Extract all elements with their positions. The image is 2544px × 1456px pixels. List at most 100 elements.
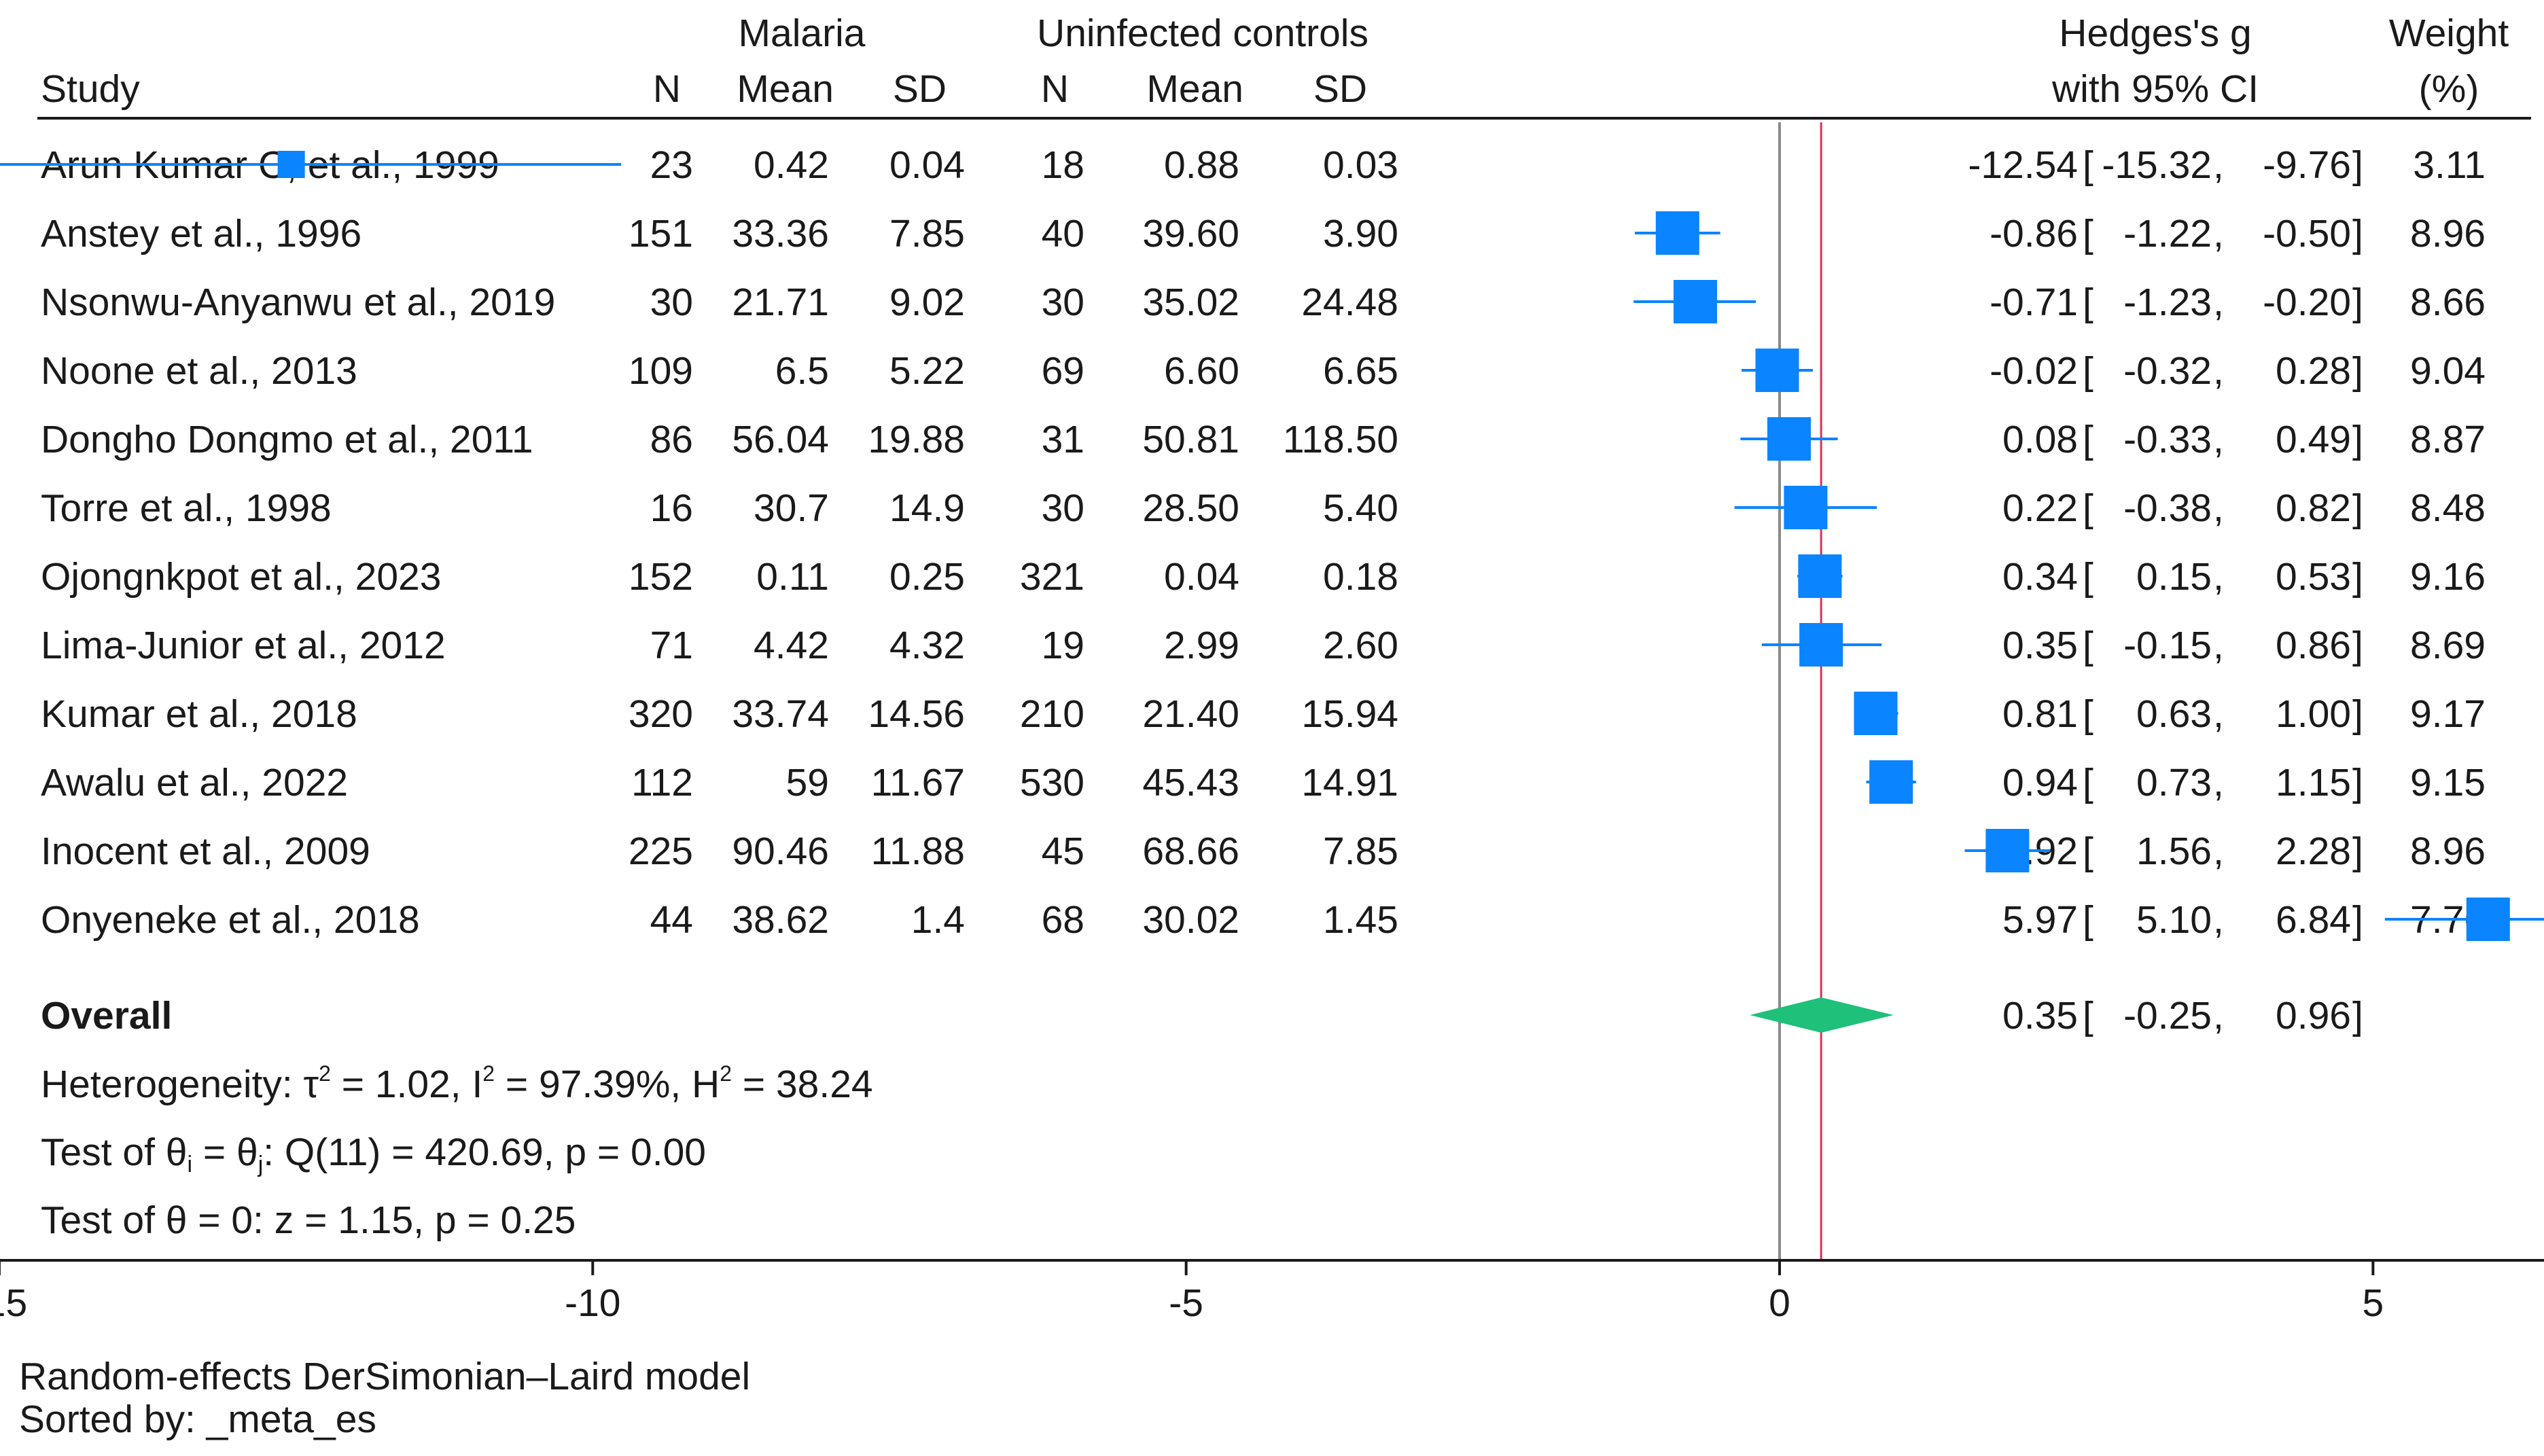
cell-weight: 8.87: [2410, 418, 2486, 461]
ci-punctuation: ,: [2213, 486, 2224, 530]
cell-study: Nsonwu-Anyanwu et al., 2019: [41, 281, 555, 324]
sort-note: Sorted by: _meta_es: [19, 1398, 376, 1441]
ci-punctuation: ]: [2352, 143, 2363, 187]
ci-punctuation: [: [2083, 143, 2094, 187]
cell-g: 0.35: [2002, 624, 2078, 667]
cell-mean2: 45.43: [1142, 761, 1239, 804]
cell-n2: 68: [1042, 898, 1084, 942]
effect-marker: [1784, 486, 1828, 529]
ci-punctuation: ]: [2352, 555, 2363, 599]
cell-n1: 71: [650, 624, 693, 667]
table-row: Torre et al., 1998 16 30.7 14.9 30 28.50 5.40 0…: [41, 486, 2486, 530]
cell-weight: 8.48: [2410, 486, 2486, 530]
cell-lo: 0.15: [2136, 555, 2212, 599]
ci-punctuation: ,: [2213, 624, 2224, 667]
cell-n2: 30: [1042, 281, 1084, 324]
effect-marker: [1798, 554, 1842, 598]
cell-n1: 44: [650, 898, 693, 942]
cell-n1: 23: [650, 143, 693, 187]
cell-study: Lima-Junior et al., 2012: [41, 624, 446, 667]
cell-study: Kumar et al., 2018: [41, 692, 357, 736]
cell-n1: 30: [650, 281, 693, 324]
cell-g: -12.54: [1968, 143, 2078, 187]
cell-mean2: 0.04: [1164, 555, 1239, 599]
cell-mean1: 33.74: [732, 692, 829, 736]
ci-punctuation: [: [2083, 761, 2094, 804]
header-es-line1: Hedges's g: [2059, 12, 2251, 55]
ci-punctuation: [: [2083, 212, 2094, 255]
cell-lo: 0.73: [2136, 761, 2212, 804]
heterogeneity-line: Heterogeneity: τ2 = 1.02, I2 = 97.39%, H…: [41, 1061, 873, 1106]
footnotes: Random-effects DerSimonian–Laird model S…: [19, 1355, 750, 1441]
cell-g: 0.94: [2002, 761, 2078, 804]
cell-sd2: 15.94: [1301, 692, 1398, 736]
cell-study: Ojongnkpot et al., 2023: [41, 555, 441, 599]
cell-sd2: 2.60: [1323, 624, 1398, 667]
table-row: Inocent et al., 2009 225 90.46 11.88 45 68.66…: [41, 830, 2486, 873]
cell-sd2: 1.45: [1323, 898, 1398, 942]
ci-punctuation: ,: [2213, 281, 2224, 324]
cell-n2: 530: [1020, 761, 1084, 804]
ci-punctuation: ]: [2352, 486, 2363, 530]
cell-hi: 6.84: [2276, 898, 2351, 942]
ci-punctuation: [: [2083, 349, 2094, 393]
cell-hi: -9.76: [2263, 143, 2351, 187]
ci-punctuation: [: [2083, 692, 2094, 736]
cell-sd1: 5.22: [889, 349, 965, 393]
overall-bracket-close: ]: [2352, 994, 2363, 1037]
cell-n2: 45: [1042, 830, 1084, 873]
cell-lo: -0.38: [2123, 486, 2212, 530]
x-tick-label: 0: [1769, 1281, 1790, 1325]
x-tick-label: -5: [1169, 1281, 1203, 1325]
ci-punctuation: [: [2083, 281, 2094, 324]
header-sd2: SD: [1313, 67, 1367, 111]
overall-label: Overall: [41, 994, 172, 1037]
ci-punctuation: [: [2083, 830, 2094, 873]
header-es-line2: with 95% CI: [2051, 67, 2259, 111]
effect-marker: [1767, 417, 1811, 461]
cell-g: 0.34: [2002, 555, 2078, 599]
cell-sd1: 9.02: [889, 281, 965, 324]
ci-punctuation: ,: [2213, 555, 2224, 599]
cell-hi: 1.00: [2276, 692, 2351, 736]
header-mean1: Mean: [737, 67, 834, 111]
cell-lo: 0.63: [2136, 692, 2212, 736]
header-n2: N: [1041, 67, 1069, 111]
cell-sd2: 0.18: [1323, 555, 1398, 599]
header-group-controls: Uninfected controls: [1037, 12, 1368, 55]
cell-hi: 0.53: [2276, 555, 2351, 599]
cell-study: Noone et al., 2013: [41, 349, 357, 393]
ci-punctuation: ]: [2352, 830, 2363, 873]
cell-hi: 0.28: [2276, 349, 2351, 393]
overall-g: 0.35: [2002, 994, 2078, 1037]
cell-mean2: 50.81: [1142, 418, 1239, 461]
cell-hi: 0.49: [2276, 418, 2351, 461]
cell-weight: 9.04: [2410, 349, 2486, 393]
cell-sd1: 1.4: [911, 898, 965, 942]
overall-bracket-open: [: [2083, 994, 2094, 1037]
cell-sd2: 14.91: [1301, 761, 1398, 804]
table-row: Awalu et al., 2022 112 59 11.67 530 45.43 14.9…: [41, 761, 2486, 804]
effect-marker: [277, 151, 305, 178]
cell-study: Awalu et al., 2022: [41, 761, 348, 804]
cell-mean1: 4.42: [754, 624, 829, 667]
cell-sd2: 118.50: [1283, 418, 1398, 461]
cell-study: Inocent et al., 2009: [41, 830, 370, 873]
ci-punctuation: ]: [2352, 212, 2363, 255]
ci-punctuation: [: [2083, 624, 2094, 667]
cell-lo: -0.33: [2123, 418, 2212, 461]
ci-punctuation: ]: [2352, 281, 2363, 324]
ci-punctuation: ,: [2213, 212, 2224, 255]
x-tick-label: 5: [2362, 1281, 2384, 1325]
model-note: Random-effects DerSimonian–Laird model: [19, 1355, 750, 1398]
cell-lo: -0.32: [2123, 349, 2212, 393]
cell-g: -0.71: [1990, 281, 2078, 324]
cell-study: Anstey et al., 1996: [41, 212, 361, 255]
cell-sd2: 24.48: [1301, 281, 1398, 324]
cell-sd2: 6.65: [1323, 349, 1398, 393]
cell-g: 0.81: [2002, 692, 2078, 736]
cell-n2: 69: [1042, 349, 1084, 393]
table-row: Dongho Dongmo et al., 2011 86 56.04 19.88 31…: [41, 418, 2486, 461]
cell-g: 0.22: [2002, 486, 2078, 530]
header-study: Study: [41, 67, 140, 111]
